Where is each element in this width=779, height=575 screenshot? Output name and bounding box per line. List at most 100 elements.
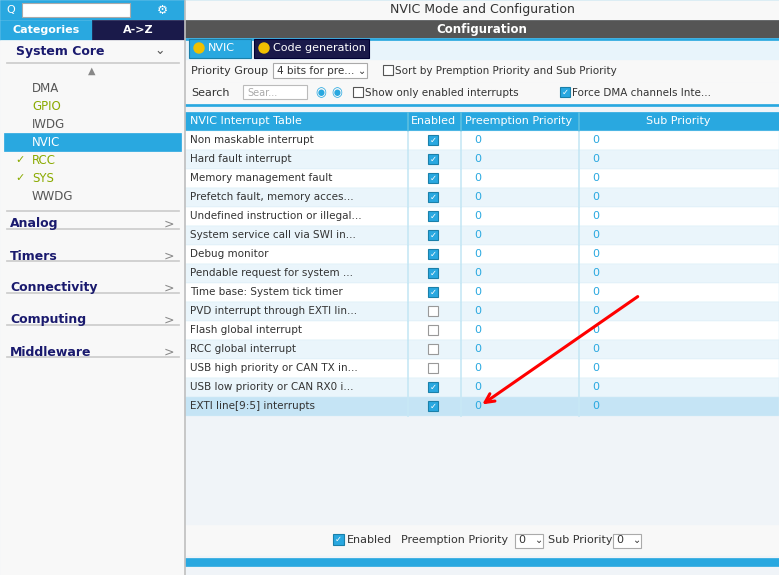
Bar (578, 112, 579, 131)
Text: ✓: ✓ (429, 212, 436, 220)
Text: ✓: ✓ (429, 155, 436, 163)
Bar (428, 173, 438, 183)
Bar (185, 38, 779, 40)
Text: 0: 0 (592, 173, 599, 183)
Text: 0: 0 (474, 363, 481, 373)
Bar (428, 325, 438, 335)
Bar (460, 245, 461, 264)
Bar (578, 245, 579, 264)
Bar (515, 534, 543, 548)
Text: 0: 0 (616, 535, 623, 545)
Text: ✓: ✓ (335, 535, 342, 544)
Bar (578, 302, 579, 321)
Bar (578, 207, 579, 226)
Text: System Core: System Core (16, 44, 104, 58)
Bar (578, 378, 579, 397)
Bar (428, 401, 438, 411)
Text: Q: Q (6, 5, 15, 15)
Bar (407, 169, 408, 188)
Text: Preemption Priority: Preemption Priority (401, 535, 508, 545)
Bar (6, 356, 179, 357)
Bar (185, 207, 779, 226)
Bar (185, 150, 779, 169)
Text: 0: 0 (592, 154, 599, 164)
Text: 0: 0 (474, 230, 481, 240)
Text: DMA: DMA (32, 82, 59, 94)
Bar (460, 150, 461, 169)
Text: NVIC: NVIC (208, 43, 235, 53)
Text: Priority Group: Priority Group (191, 66, 268, 76)
Text: Undefined instruction or illegal...: Undefined instruction or illegal... (190, 211, 361, 221)
Bar (185, 397, 779, 416)
Text: Configuration: Configuration (436, 22, 527, 36)
Text: Debug monitor: Debug monitor (190, 249, 269, 259)
Text: Search: Search (191, 88, 230, 98)
Text: WWDG: WWDG (32, 190, 73, 202)
Text: >: > (164, 313, 174, 327)
Text: NVIC Interrupt Table: NVIC Interrupt Table (190, 116, 302, 126)
Text: 0: 0 (592, 363, 599, 373)
Bar (6, 210, 179, 211)
Bar (407, 112, 408, 131)
Bar (6, 62, 179, 63)
Bar (407, 226, 408, 245)
Text: SYS: SYS (32, 171, 54, 185)
Bar (185, 264, 779, 283)
Bar (428, 382, 438, 392)
Bar (0, 20, 185, 575)
Bar (185, 82, 779, 104)
Text: 0: 0 (474, 287, 481, 297)
Bar (428, 230, 438, 240)
Text: >: > (164, 250, 174, 263)
Text: 0: 0 (474, 382, 481, 392)
Bar (460, 131, 461, 150)
Bar (184, 0, 185, 575)
Bar (578, 150, 579, 169)
Text: 0: 0 (592, 325, 599, 335)
Text: 0: 0 (474, 344, 481, 354)
Text: ▲: ▲ (88, 66, 96, 76)
Text: 0: 0 (592, 249, 599, 259)
Bar (383, 65, 393, 75)
Text: ✓: ✓ (429, 136, 436, 144)
Bar (578, 340, 579, 359)
Bar (460, 112, 461, 131)
Bar (460, 207, 461, 226)
Text: A->Z: A->Z (122, 25, 153, 35)
Bar (185, 60, 779, 82)
Bar (460, 397, 461, 416)
Bar (578, 397, 579, 416)
Bar (22, 3, 130, 17)
Bar (407, 245, 408, 264)
Text: EXTI line[9:5] interrupts: EXTI line[9:5] interrupts (190, 401, 315, 411)
Text: ⌄: ⌄ (358, 66, 366, 76)
Text: >: > (164, 217, 174, 231)
Text: 0: 0 (474, 135, 481, 145)
Bar (460, 302, 461, 321)
Text: ✓: ✓ (16, 155, 25, 165)
Bar (185, 558, 779, 566)
Bar (189, 39, 251, 58)
Text: ✓: ✓ (429, 288, 436, 297)
Bar (578, 226, 579, 245)
Bar (407, 131, 408, 150)
Bar (185, 359, 779, 378)
Text: Sear...: Sear... (247, 88, 277, 98)
Bar (428, 306, 438, 316)
Text: 0: 0 (592, 211, 599, 221)
Text: ⚙: ⚙ (157, 3, 167, 17)
Text: System service call via SWI in...: System service call via SWI in... (190, 230, 356, 240)
Text: Analog: Analog (10, 217, 58, 231)
Text: ✓: ✓ (429, 231, 436, 240)
Text: Enabled: Enabled (347, 535, 392, 545)
Bar (428, 287, 438, 297)
Bar (185, 525, 779, 555)
Text: 0: 0 (474, 249, 481, 259)
Bar (428, 192, 438, 202)
Bar (460, 359, 461, 378)
Text: 0: 0 (474, 192, 481, 202)
Text: Force DMA channels Inte...: Force DMA channels Inte... (572, 88, 711, 98)
Bar (428, 211, 438, 221)
Text: USB low priority or CAN RX0 i...: USB low priority or CAN RX0 i... (190, 382, 354, 392)
Bar (185, 20, 779, 38)
